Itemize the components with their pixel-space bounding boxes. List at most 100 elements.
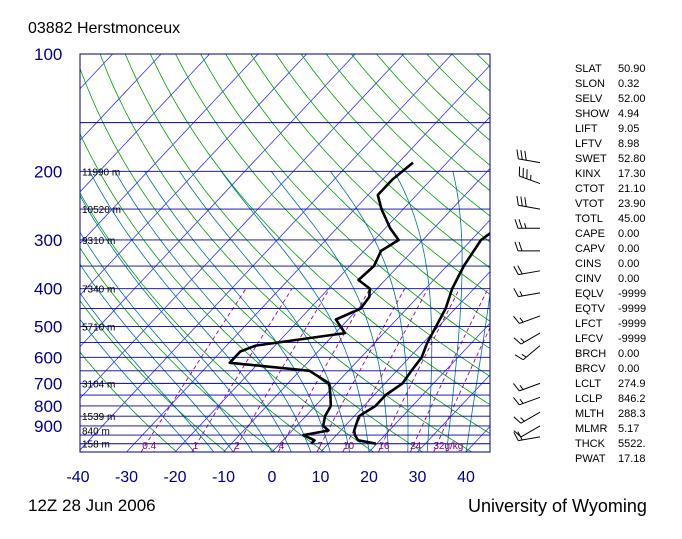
sounding-profiles [228,161,490,445]
index-value: 846.2 [618,393,646,405]
index-value: 5.17 [618,423,640,435]
index-row: LIFT 9.05 [575,122,646,137]
wind-barb [513,411,541,424]
index-value: -9999 [618,288,647,300]
index-name: BRCV [575,363,606,375]
wind-barb [513,265,541,276]
height-label: 7340 m [82,285,115,296]
wind-barb [514,241,540,252]
temperature-tick-label: 20 [360,469,378,486]
index-row: EQTV -9999 [575,302,646,317]
dry-adiabat-line [80,351,177,452]
mixing-ratio-line [409,288,489,452]
wind-barb [513,425,541,438]
dry-adiabat-line [451,54,490,92]
dry-adiabat-line [80,192,325,452]
index-row: SLON 0.32 [575,77,646,92]
wind-barb [513,431,541,442]
index-value: 0.00 [618,243,640,255]
mixing-ratio-label: 10 [343,441,355,452]
dry-adiabat-line [325,54,490,217]
mixing-ratio-line [377,288,460,452]
dry-adiabat-line [80,300,227,452]
temperature-tick-label: 10 [312,469,330,486]
index-name: SLON [575,78,605,90]
moist-adiabat-line [80,318,195,452]
station-title: 03882 Herstmonceux [28,20,181,37]
stability-indices-table: SLAT 50.90 SLON 0.32 SELV 52.00 SHOW 4.94 LIFT 9.… [575,62,646,467]
mixing-ratio-line [342,288,429,452]
mixing-ratio-line [316,288,406,452]
index-name: LIFT [575,123,598,135]
mixing-ratio-line [277,288,371,452]
isotherm-line [126,64,490,452]
index-name: KINX [575,168,601,180]
height-label: 10520 m [82,205,121,216]
mixing-ratio-label: 7 [317,441,323,452]
index-value: -9999 [618,333,647,345]
index-row: SLAT 50.90 [575,62,646,77]
height-label: 1539 m [82,412,115,423]
index-name: MLMR [575,423,608,435]
temperature-profile-line [352,231,490,445]
dry-adiabat-line [275,54,490,269]
isotherm-line [0,54,16,452]
index-name: VTOT [575,198,605,210]
pressure-tick-label: 500 [34,317,62,336]
pressure-tick-label: 700 [34,374,62,393]
dry-adiabat-line [80,247,276,452]
mixing-ratio-label: 0.4 [142,441,156,452]
height-label: 9310 m [82,236,115,247]
index-name: PWAT [575,453,606,465]
index-row: LFCV -9999 [575,332,646,347]
pressure-tick-label: 400 [34,280,62,299]
index-row: MLTH 288.3 [575,407,646,422]
moist-adiabat-lines [80,171,490,452]
moist-adiabat-line [80,194,273,452]
index-name: SELV [575,93,603,105]
index-value: 17.30 [618,168,646,180]
pressure-tick-label: 100 [34,45,62,64]
isotherm-line [80,54,162,141]
index-value: 0.00 [618,348,640,360]
moist-adiabat-line [80,292,215,452]
index-name: LCLP [575,393,603,405]
isotherm-line [80,54,453,451]
temperature-tick-labels: -40 -30 -20 -10 0 10 20 30 40 [66,469,475,486]
isotherm-line [80,54,356,348]
index-row: SHOW 4.94 [575,107,646,122]
index-row: CINV 0.00 [575,272,646,287]
index-row: EQLV -9999 [575,287,646,302]
dry-adiabat-line [250,54,490,295]
wind-barb [513,332,541,345]
index-name: SWET [575,153,607,165]
index-row: PWAT 17.18 [575,452,646,467]
height-label: 3104 m [82,379,115,390]
index-row: BRCH 0.00 [575,347,646,362]
moist-adiabat-line [446,171,463,452]
index-row: BRCV 0.00 [575,362,646,377]
height-label: 158 m [82,440,110,451]
index-value: 52.80 [618,153,646,165]
height-label: 11990 m [82,167,120,178]
wind-barb [514,219,540,229]
index-row: LCLP 846.2 [575,392,646,407]
index-name: CINV [575,273,602,285]
index-name: CTOT [575,183,605,195]
data-source: University of Wyoming [468,496,647,516]
temperature-tick-label: 30 [409,469,427,486]
index-row: CAPV 0.00 [575,242,646,257]
index-value: -9999 [618,318,647,330]
wind-barb [516,195,541,210]
index-name: EQTV [575,303,605,315]
isotherm-line [174,116,490,452]
index-row: KINX 17.30 [575,167,646,182]
dry-adiabat-line [300,54,490,243]
wind-barb [513,382,541,392]
mixing-ratio-label: 4 [279,441,285,452]
dry-adiabat-line [175,54,490,377]
index-value: 17.18 [618,453,646,465]
temperature-tick-label: -10 [212,469,235,486]
